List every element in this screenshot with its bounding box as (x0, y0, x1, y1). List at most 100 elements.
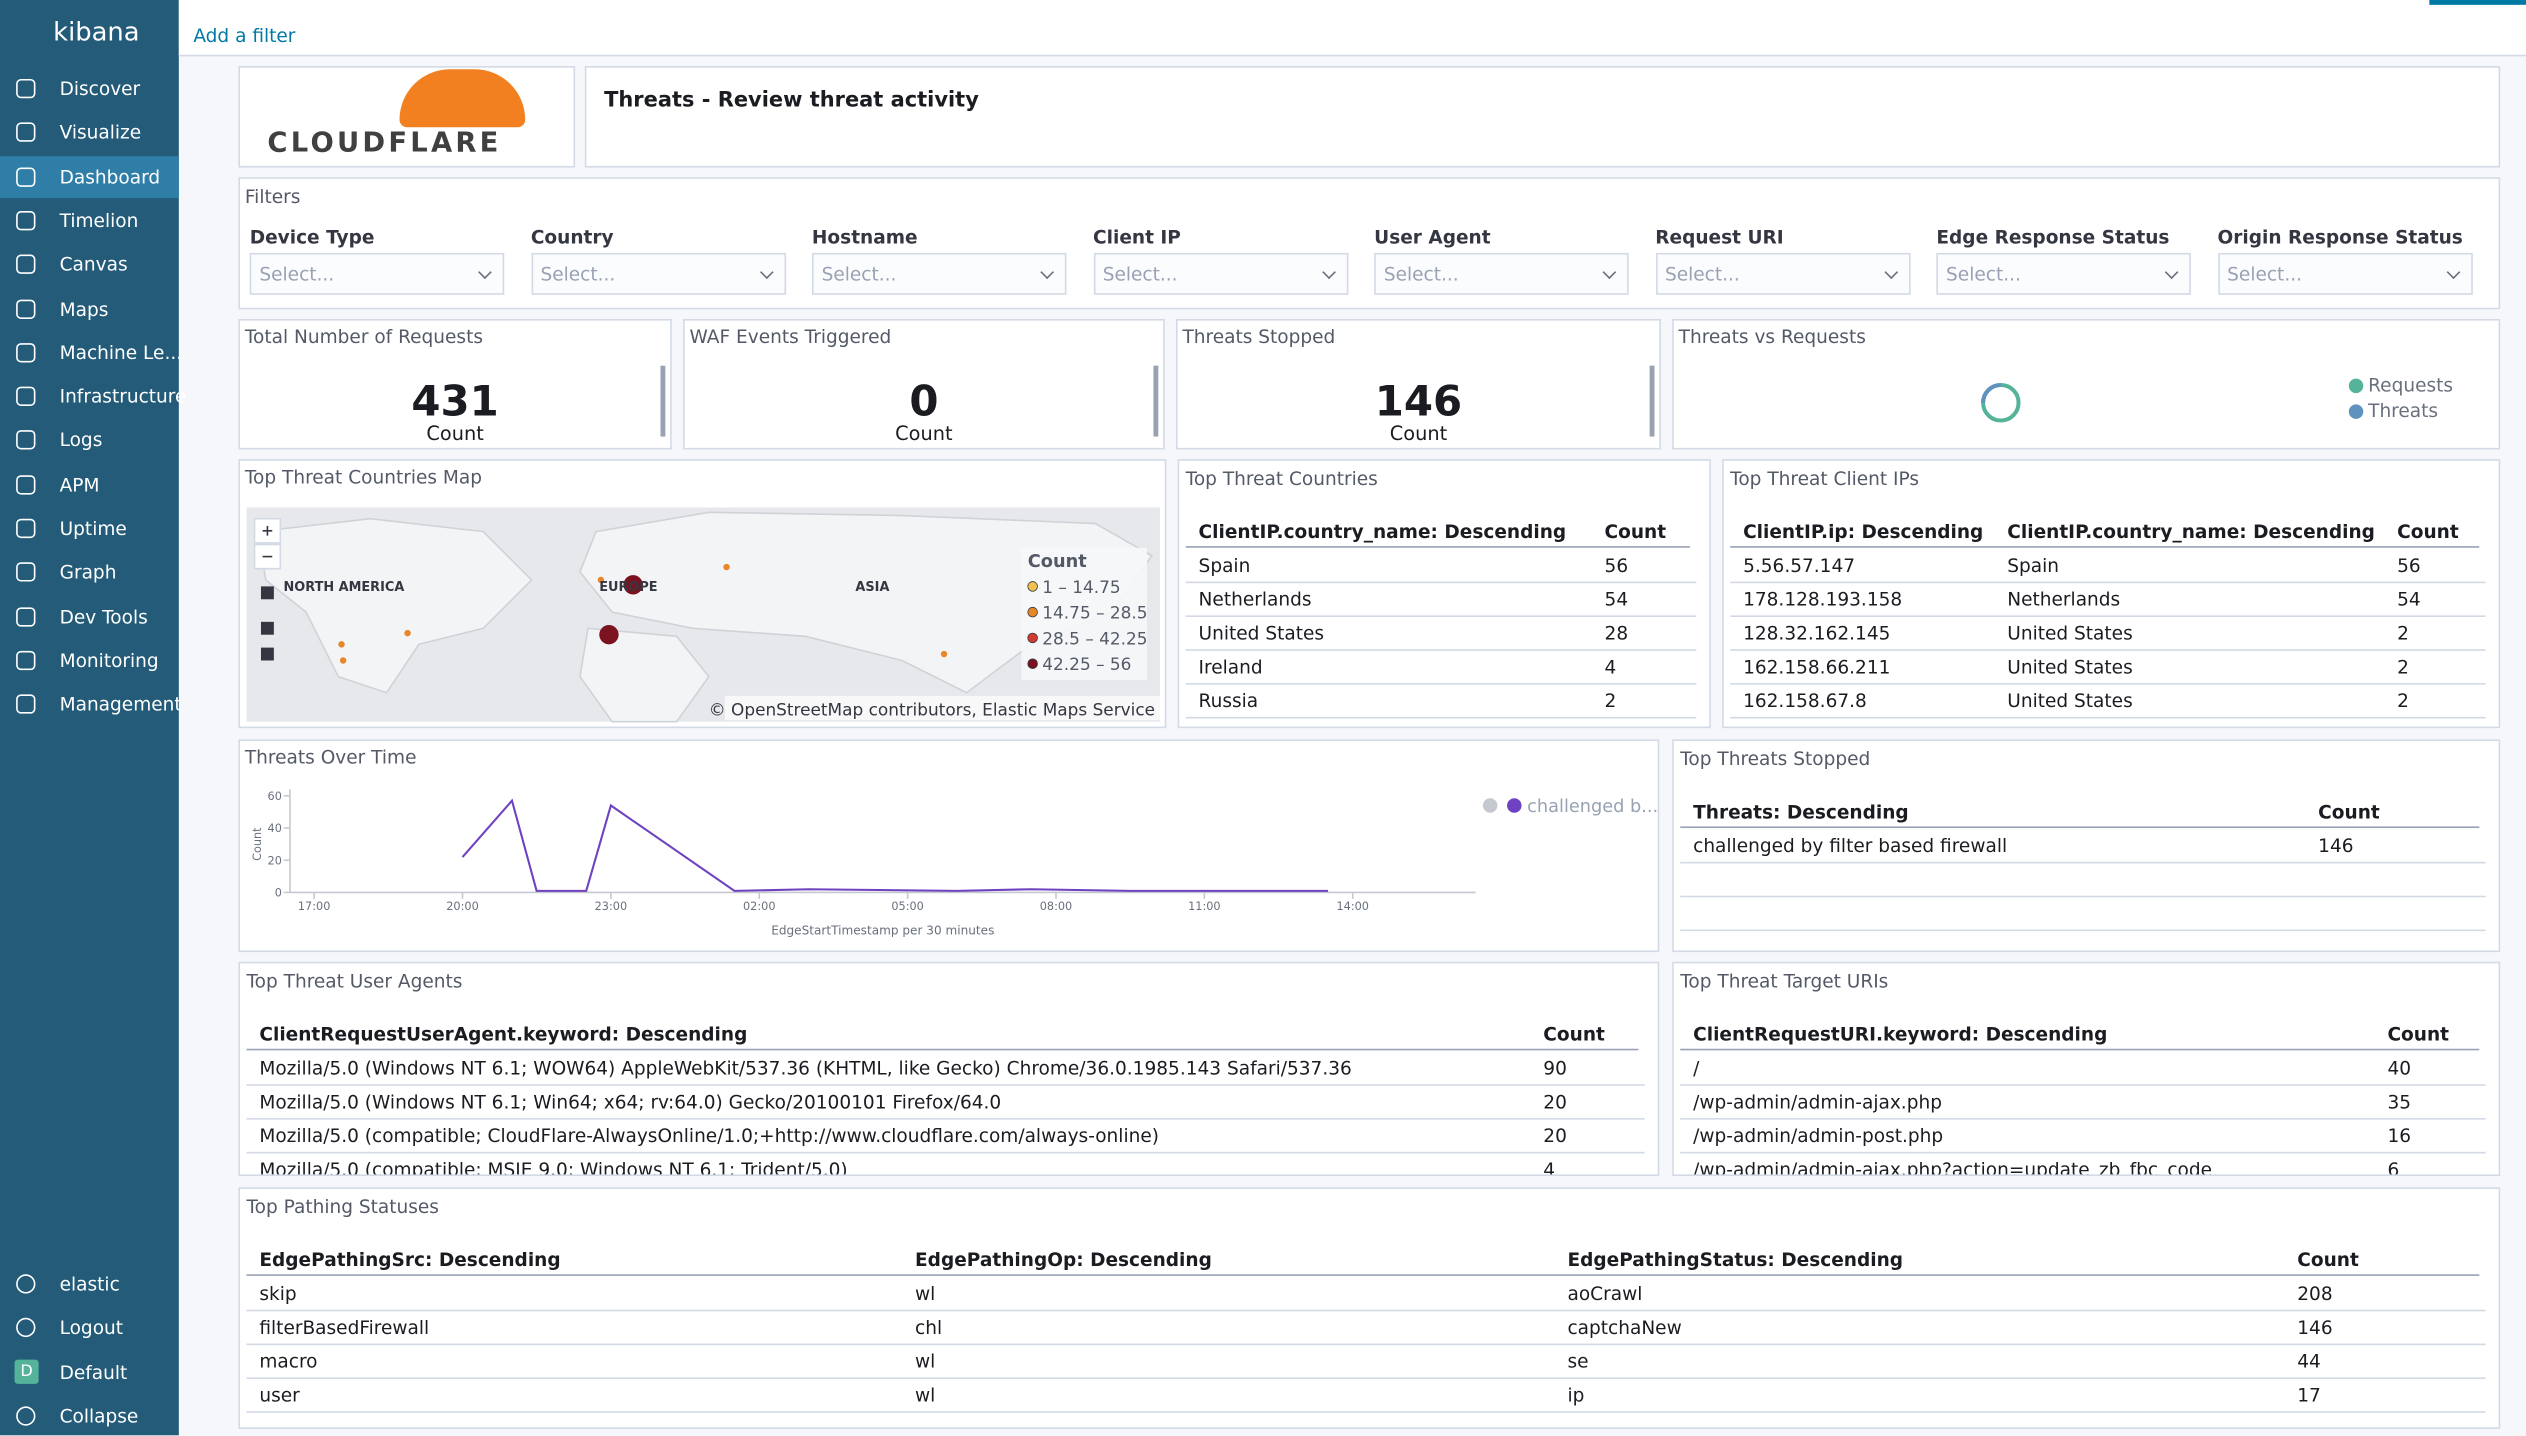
chevron (478, 265, 492, 280)
table-cell: Mozilla/5.0 (Windows NT 6.1; Win64; x64;… (259, 1090, 1002, 1114)
nav-icon (16, 343, 36, 363)
nav-item[interactable]: Canvas (59, 252, 128, 276)
nav-item[interactable]: Infrastructure (59, 385, 187, 408)
nav-icon (16, 299, 36, 319)
nav-item[interactable]: Discover (59, 77, 141, 100)
row-line (246, 1411, 2486, 1413)
table-cell: macro (259, 1349, 318, 1373)
metric-value: 431 (411, 378, 499, 427)
nav-item[interactable]: Uptime (59, 517, 127, 540)
metric-unit: Count (426, 422, 484, 445)
panel-title: Top Threats Stopped (1680, 747, 1871, 771)
row-line (1730, 581, 2486, 584)
table-cell: 40 (2387, 1056, 2412, 1080)
table-panel: Top Threat Countries ClientIP.country_nam… (1177, 459, 1711, 729)
nav-icon (16, 1406, 36, 1426)
nav-item[interactable]: Visualize (59, 120, 142, 144)
select[interactable]: Select... (1374, 252, 1629, 295)
table-cell: 178.128.193.158 (1743, 588, 1903, 611)
row-line (246, 1151, 1645, 1154)
legend-entry[interactable]: Requests (2368, 373, 2454, 397)
row-line (1185, 716, 1697, 719)
nav-item[interactable]: Dev Tools (59, 605, 148, 629)
nav-item[interactable]: Collapse (59, 1404, 139, 1428)
table-cell: wl (915, 1349, 936, 1373)
select-placeholder: Select... (540, 262, 616, 286)
nav-item[interactable]: Monitoring (59, 649, 159, 672)
table-cell: 35 (2387, 1090, 2412, 1114)
table-cell: United States (2007, 689, 2133, 713)
control-label: Device Type (249, 225, 375, 249)
control-label: Edge Response Status (1936, 225, 2170, 249)
table-cell: United States (1198, 621, 1325, 645)
table-cell: wl (915, 1383, 936, 1407)
panel-title: Threats Stopped (1182, 325, 1336, 348)
nav-item[interactable]: Default (59, 1361, 128, 1384)
nav-icon (16, 78, 36, 99)
table-cell: 16 (2387, 1124, 2412, 1148)
cloud (399, 69, 526, 128)
nav-icon (16, 1274, 36, 1294)
nav-item[interactable]: Graph (59, 560, 117, 584)
table-cell: /wp-admin/admin-ajax.php?action=update_z… (1693, 1158, 2213, 1177)
chevron (1321, 265, 1336, 280)
select[interactable]: Select... (811, 252, 1067, 295)
chevron (759, 265, 773, 280)
panel-title: Top Threat User Agents (246, 969, 463, 993)
row-line (1730, 649, 2486, 651)
select[interactable]: Select... (1093, 252, 1348, 295)
panel-title: WAF Events Triggered (689, 325, 892, 348)
nav-item[interactable]: Dashboard (59, 165, 161, 189)
nav-item[interactable]: Logs (59, 428, 103, 452)
row-line (1680, 1151, 2486, 1154)
nav-icon (16, 211, 36, 231)
chevron (1883, 265, 1898, 280)
row-line (1680, 1048, 2480, 1051)
nav-active (0, 156, 179, 199)
table-cell: user (259, 1383, 300, 1407)
nav-item[interactable]: Logout (59, 1316, 124, 1339)
select[interactable]: Select... (1655, 252, 1910, 295)
table-cell: wl (915, 1282, 936, 1305)
row-line (1730, 546, 2480, 548)
column-header: ClientRequestUserAgent.keyword: Descendi… (259, 1022, 748, 1046)
nav-item[interactable]: Management (59, 692, 182, 716)
select-placeholder: Select... (1383, 262, 1459, 286)
table-cell: 2 (2397, 655, 2409, 679)
table-cell: 2 (2397, 621, 2409, 645)
row-line (1680, 1084, 2486, 1086)
nav-icon (16, 694, 36, 714)
select-placeholder: Select... (2227, 262, 2303, 286)
space-avatar: D (14, 1359, 39, 1384)
metric-unit: Count (895, 422, 953, 445)
select[interactable]: Select... (2217, 252, 2473, 295)
table-cell: Mozilla/5.0 (compatible; MSIE 9.0; Windo… (259, 1158, 848, 1177)
control-label: Country (530, 225, 614, 249)
select[interactable]: Select... (1936, 252, 2191, 295)
select[interactable]: Select... (530, 252, 786, 295)
legend-entry[interactable]: Threats (2368, 399, 2439, 423)
nav-item[interactable]: Timelion (59, 209, 139, 232)
metric-panel (1176, 318, 1661, 450)
panel-title: Total Number of Requests (244, 325, 483, 348)
nav-item[interactable]: APM (59, 473, 100, 497)
select[interactable]: Select... (249, 252, 505, 295)
add-filter[interactable]: Add a filter (193, 24, 296, 47)
table-cell: chl (915, 1316, 943, 1339)
table-cell: 146 (2318, 834, 2354, 858)
control-label: Origin Response Status (2217, 225, 2463, 249)
nav-icon (16, 167, 36, 187)
nav-item[interactable]: Maps (59, 298, 109, 321)
nav-item[interactable]: Machine Le... (59, 341, 183, 365)
row-line (246, 1343, 2486, 1346)
nav-item[interactable]: elastic (59, 1272, 120, 1296)
table-cell: /wp-admin/admin-post.php (1693, 1124, 1944, 1148)
metric-unit: Count (1389, 422, 1448, 445)
table-cell: 20 (1543, 1124, 1567, 1148)
table-cell: se (1567, 1349, 1589, 1373)
row-line (1680, 826, 2480, 829)
table-cell: challenged by filter based firewall (1693, 834, 2008, 858)
column-header: Count (2397, 520, 2459, 543)
table-cell: 6 (2387, 1158, 2400, 1177)
table-panel: Top Threat User Agents ClientRequestUserA… (238, 961, 1660, 1177)
